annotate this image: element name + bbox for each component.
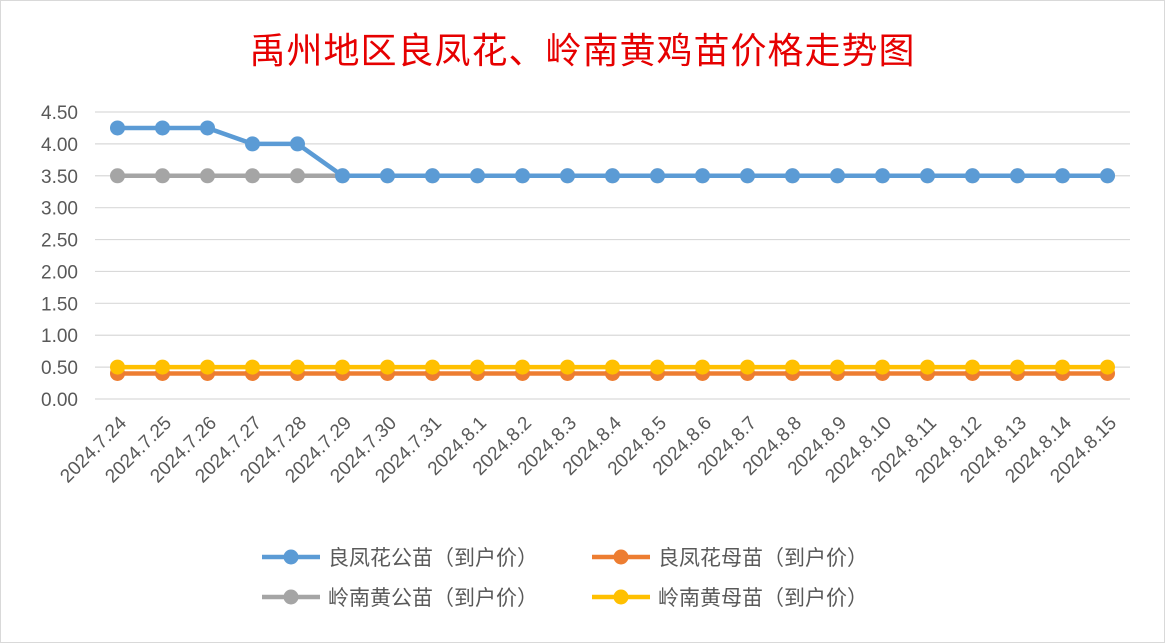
data-point bbox=[380, 168, 395, 184]
data-point bbox=[1100, 359, 1115, 375]
data-point bbox=[515, 168, 530, 184]
data-point bbox=[785, 168, 800, 184]
data-point bbox=[785, 359, 800, 375]
data-point bbox=[560, 168, 575, 184]
data-point bbox=[695, 359, 710, 375]
y-tick-label: 2.50 bbox=[41, 231, 78, 252]
y-tick-label: 4.50 bbox=[41, 103, 78, 124]
data-point bbox=[830, 359, 845, 375]
legend-swatch-marker bbox=[613, 549, 629, 565]
data-point bbox=[1010, 168, 1025, 184]
data-point bbox=[920, 359, 935, 375]
series-4 bbox=[110, 359, 1115, 375]
data-point bbox=[875, 359, 890, 375]
y-tick-label: 0.50 bbox=[41, 358, 78, 379]
legend-item: 岭南黄公苗（到户价） bbox=[262, 586, 538, 610]
data-point bbox=[335, 359, 350, 375]
data-point bbox=[245, 168, 260, 184]
data-point bbox=[650, 168, 665, 184]
data-point bbox=[110, 359, 125, 375]
y-tick-label: 3.00 bbox=[41, 199, 78, 220]
data-point bbox=[155, 120, 170, 136]
data-point bbox=[1100, 168, 1115, 184]
y-tick-label: 3.50 bbox=[41, 167, 78, 188]
y-tick-label: 2.00 bbox=[41, 262, 78, 283]
data-point bbox=[470, 359, 485, 375]
data-point bbox=[650, 359, 665, 375]
data-point bbox=[290, 168, 305, 184]
data-point bbox=[1010, 359, 1025, 375]
y-tick-label: 4.00 bbox=[41, 135, 78, 156]
data-point bbox=[875, 168, 890, 184]
legend-label: 岭南黄母苗（到户价） bbox=[658, 586, 868, 610]
legend-label: 良凤花母苗（到户价） bbox=[658, 546, 868, 570]
data-point bbox=[740, 359, 755, 375]
y-axis-ticks: 0.00 0.50 1.00 1.50 2.00 2.50 3.00 3.50 4.00 4.50 bbox=[41, 103, 78, 411]
series-1 bbox=[110, 120, 1115, 184]
data-point bbox=[380, 359, 395, 375]
legend-item: 良凤花母苗（到户价） bbox=[592, 546, 868, 570]
data-point bbox=[740, 168, 755, 184]
data-point bbox=[200, 120, 215, 136]
data-point bbox=[605, 168, 620, 184]
legend-label: 岭南黄公苗（到户价） bbox=[328, 586, 538, 610]
chart-title: 禹州地区良凤花、岭南黄鸡苗价格走势图 bbox=[249, 31, 916, 72]
data-point bbox=[335, 168, 350, 184]
data-point bbox=[515, 359, 530, 375]
legend-swatch-marker bbox=[283, 549, 299, 565]
data-point bbox=[920, 168, 935, 184]
legend: 良凤花公苗（到户价） 良凤花母苗（到户价） 岭南黄公苗（到户价） 岭南黄母苗（到户价） bbox=[262, 546, 868, 610]
data-point bbox=[695, 168, 710, 184]
data-point bbox=[155, 359, 170, 375]
data-point bbox=[290, 359, 305, 375]
legend-item: 岭南黄母苗（到户价） bbox=[592, 586, 868, 610]
legend-swatch-marker bbox=[613, 589, 629, 605]
data-point bbox=[110, 120, 125, 136]
data-point bbox=[1055, 168, 1070, 184]
data-point bbox=[560, 359, 575, 375]
data-point bbox=[965, 359, 980, 375]
data-point bbox=[245, 359, 260, 375]
data-point bbox=[245, 136, 260, 152]
y-tick-label: 0.00 bbox=[41, 390, 78, 411]
data-point bbox=[830, 168, 845, 184]
gridlines bbox=[95, 111, 1130, 400]
data-point bbox=[605, 359, 620, 375]
data-point bbox=[155, 168, 170, 184]
data-point bbox=[965, 168, 980, 184]
data-point bbox=[1055, 359, 1070, 375]
data-point bbox=[200, 168, 215, 184]
x-axis-ticks: 2024.7.242024.7.252024.7.262024.7.272024… bbox=[56, 412, 1121, 487]
data-point bbox=[290, 136, 305, 152]
data-point bbox=[425, 168, 440, 184]
legend-swatch-marker bbox=[283, 589, 299, 605]
data-point bbox=[200, 359, 215, 375]
data-point bbox=[470, 168, 485, 184]
legend-label: 良凤花公苗（到户价） bbox=[328, 546, 538, 570]
legend-item: 良凤花公苗（到户价） bbox=[262, 546, 538, 570]
series-lines bbox=[110, 120, 1115, 381]
data-point bbox=[110, 168, 125, 184]
y-tick-label: 1.50 bbox=[41, 294, 78, 315]
data-point bbox=[425, 359, 440, 375]
y-tick-label: 1.00 bbox=[41, 326, 78, 347]
